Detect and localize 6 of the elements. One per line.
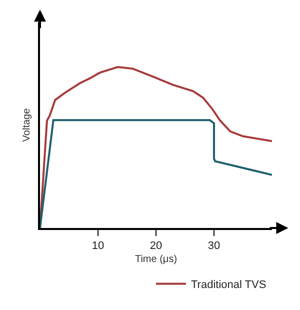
y-axis-title: Voltage <box>22 108 32 142</box>
x-tick-label: 30 <box>208 240 220 252</box>
x-axis-title: Time (μs) <box>134 254 178 266</box>
x-tick-label: 20 <box>150 240 162 252</box>
legend-label: Traditional TVS <box>191 278 266 291</box>
x-tick-label: 10 <box>92 240 104 252</box>
